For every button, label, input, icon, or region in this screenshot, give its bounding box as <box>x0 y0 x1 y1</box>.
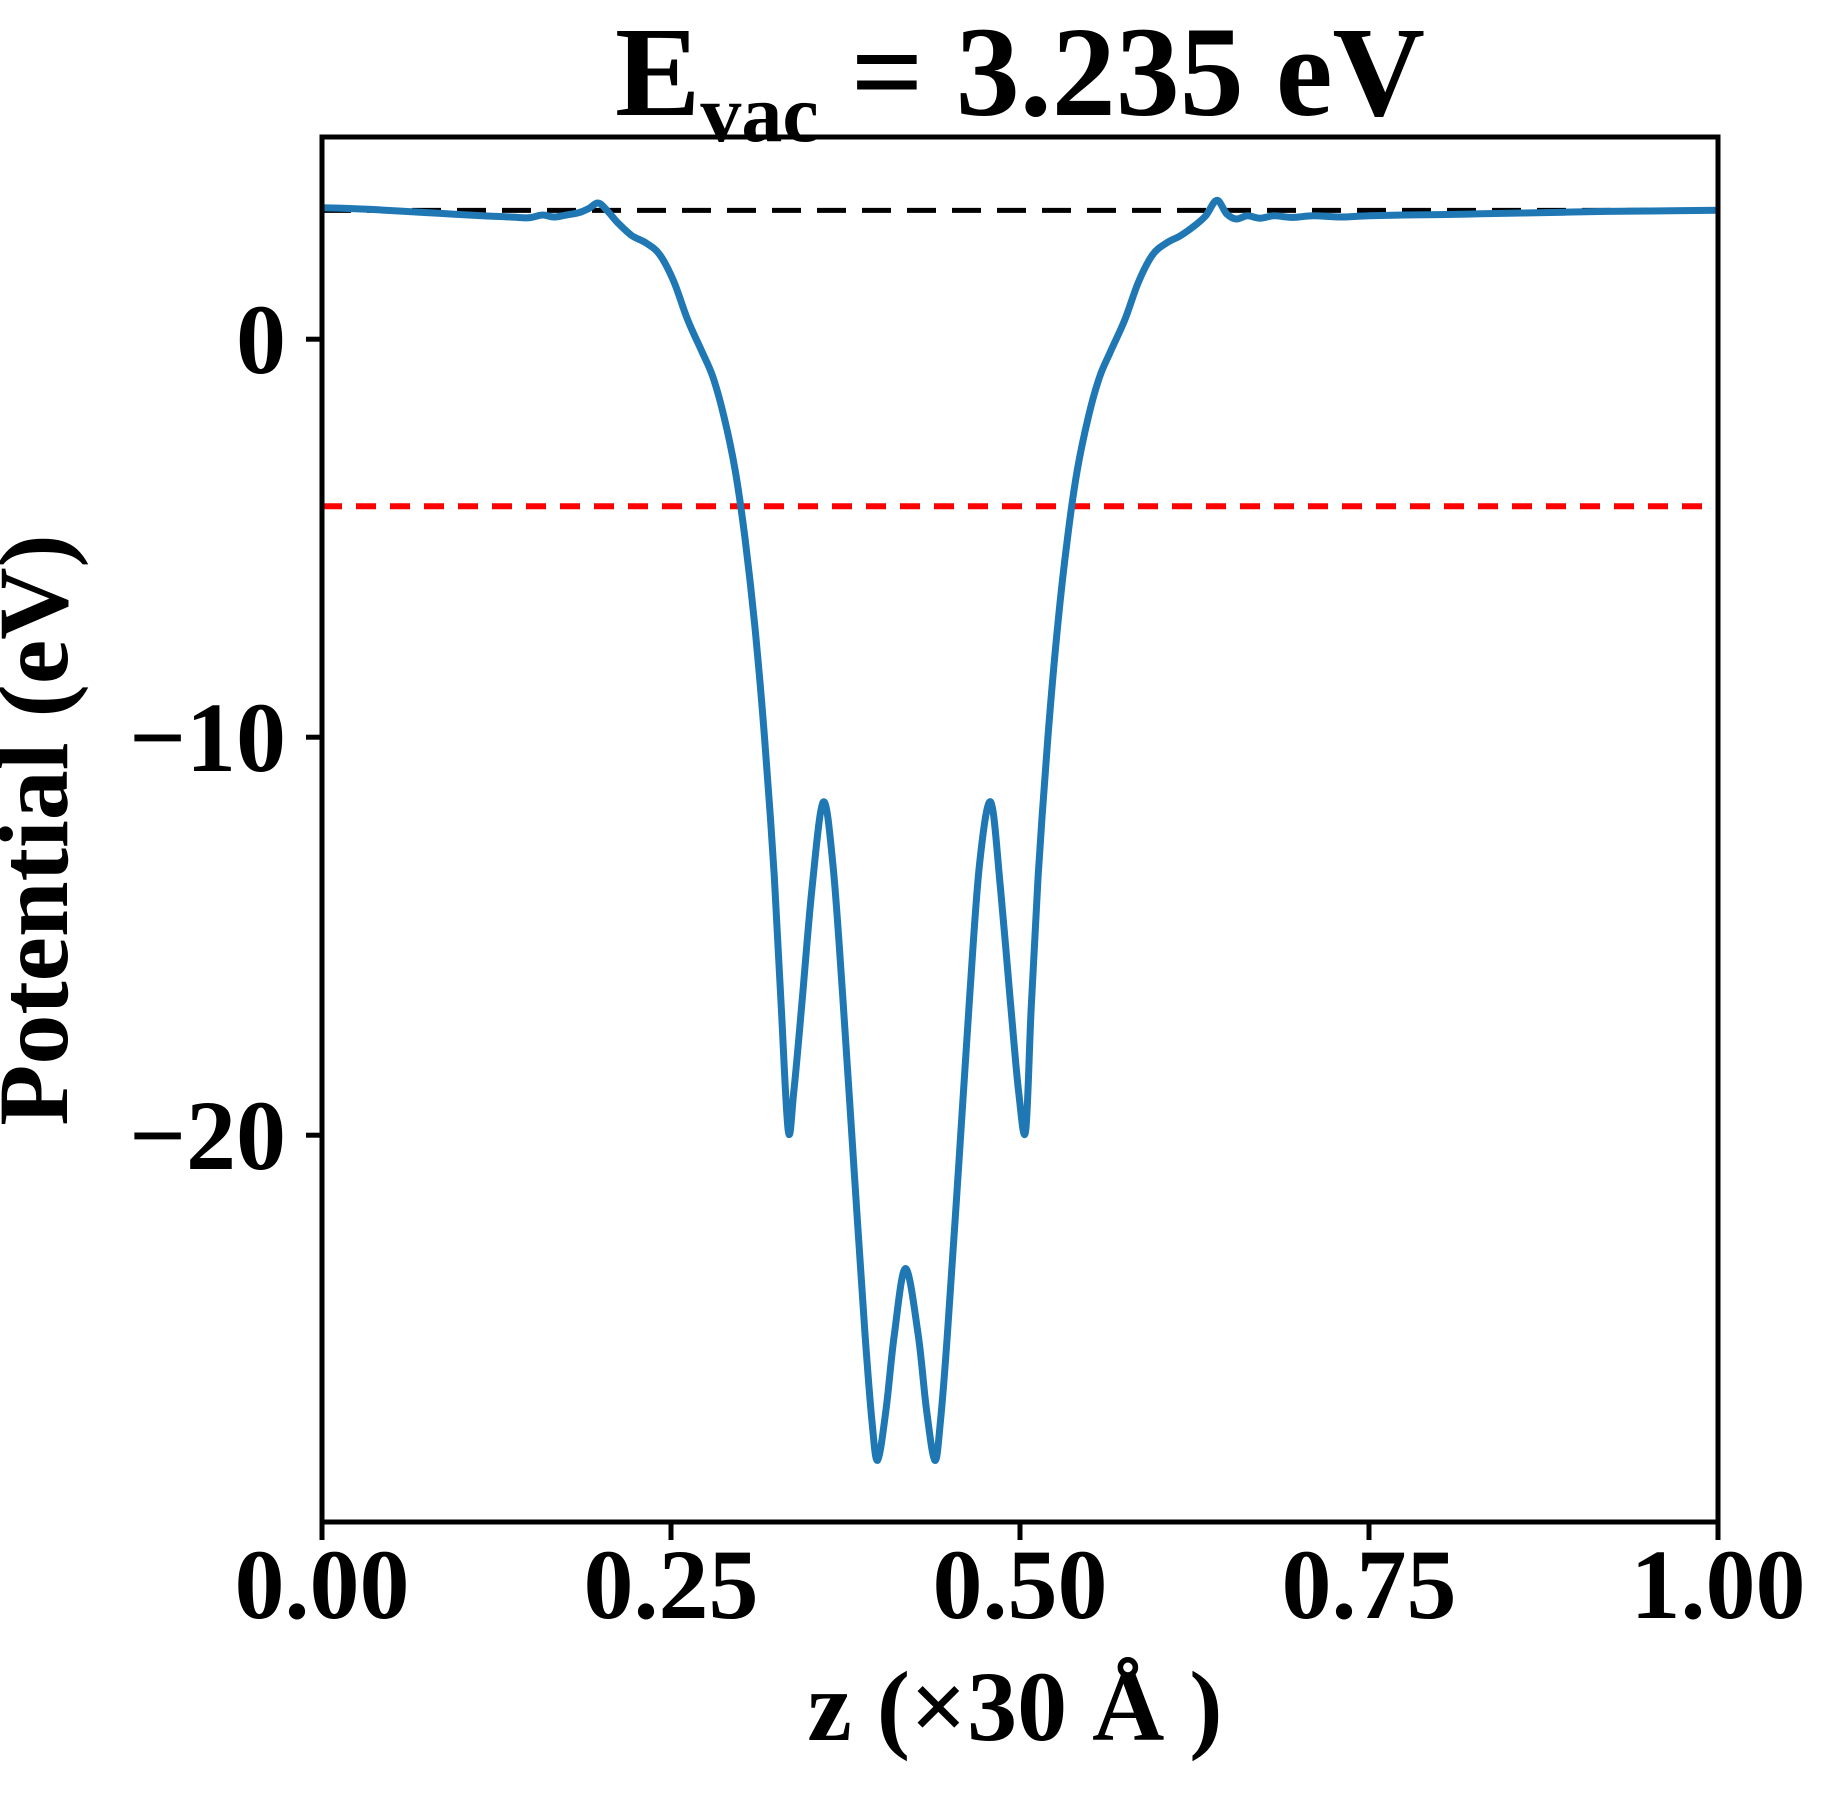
y-tick-label: −10 <box>129 682 286 793</box>
planar-averaged-potential-curve <box>322 196 1718 1464</box>
chart-title: Evac = 3.235 eV <box>615 1 1425 159</box>
title-value: = 3.235 eV <box>819 1 1425 143</box>
x-tick-label: 0.00 <box>235 1529 410 1640</box>
y-tick-label: 0 <box>236 284 286 395</box>
y-tick-label: −20 <box>129 1080 286 1191</box>
title-symbol: E <box>615 1 700 143</box>
title-subscript: vac <box>700 68 818 159</box>
axes-spines <box>319 134 1721 1525</box>
x-axis-label: z (×30 Å ) <box>807 1651 1222 1762</box>
x-tick-label: 0.50 <box>933 1529 1108 1640</box>
x-tick-label: 1.00 <box>1631 1529 1806 1640</box>
x-tick-label: 0.75 <box>1282 1529 1457 1640</box>
y-axis-label: Potential (eV) <box>0 534 89 1125</box>
plot-area: 0.00 0.25 0.50 0.75 1.00 0 −10 −20 <box>129 196 1806 1640</box>
x-tick-label: 0.25 <box>584 1529 759 1640</box>
